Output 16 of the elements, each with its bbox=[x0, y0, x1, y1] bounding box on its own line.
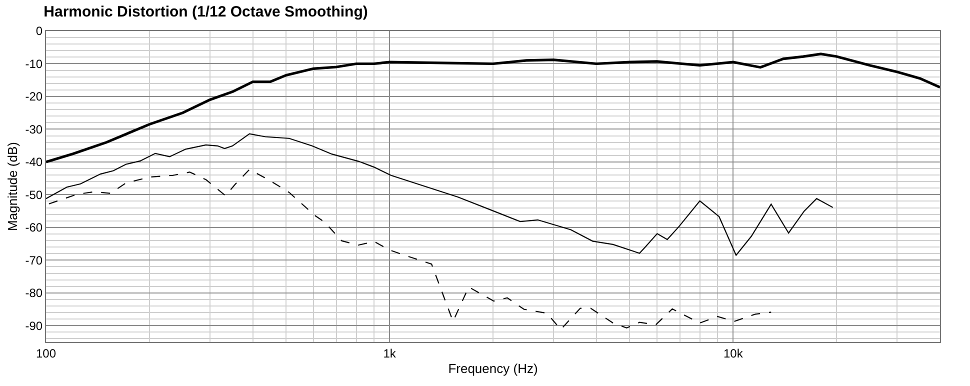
y-tick-label: -70 bbox=[25, 253, 43, 268]
y-tick-label: -20 bbox=[25, 90, 43, 104]
x-tick-label: 100 bbox=[36, 346, 56, 360]
y-tick-label: -40 bbox=[25, 155, 43, 170]
y-tick-label: 0 bbox=[36, 24, 43, 38]
chart-title: Harmonic Distortion (1/12 Octave Smoothing) bbox=[44, 3, 368, 20]
y-tick-label: -60 bbox=[25, 220, 43, 235]
y-tick-label: -90 bbox=[25, 318, 43, 333]
y-tick-label: -80 bbox=[25, 286, 43, 300]
y-tick-label: -30 bbox=[25, 122, 43, 136]
x-tick-label: 1k bbox=[383, 346, 397, 360]
y-tick-label: -10 bbox=[25, 56, 43, 71]
y-axis-title: Magnitude (dB) bbox=[5, 142, 20, 231]
x-axis-title: Frequency (Hz) bbox=[448, 361, 538, 376]
y-tick-label: -50 bbox=[25, 188, 43, 202]
x-tick-label: 10k bbox=[723, 346, 744, 360]
